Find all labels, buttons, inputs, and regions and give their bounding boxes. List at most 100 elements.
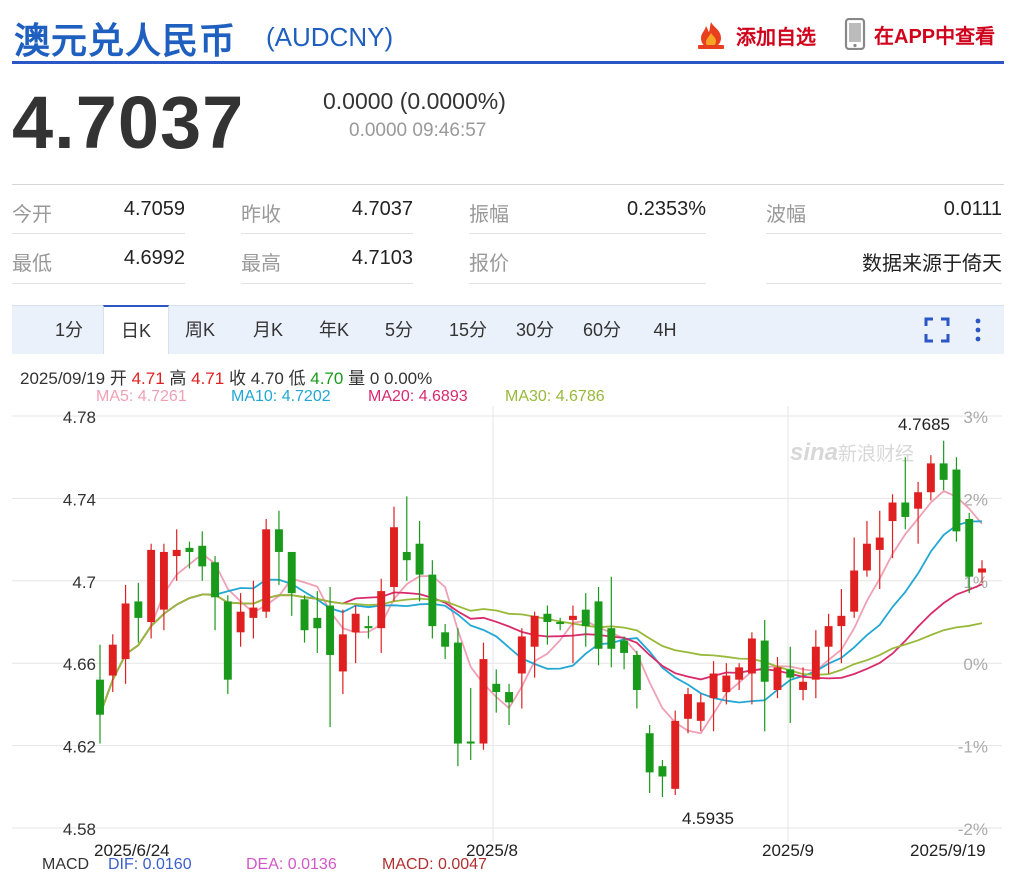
candle-body (862, 543, 871, 571)
stat-label-high: 最高 (241, 253, 281, 275)
stat-value-open: 4.7059 (123, 198, 185, 220)
pct-tick-label: -2% (958, 820, 988, 839)
pct-tick-label: -1% (958, 738, 988, 757)
y-tick-label: 4.7 (72, 573, 96, 592)
ohlc-date: 2025/09/19 (20, 369, 106, 388)
view-in-app-button[interactable]: 在APP中查看 (844, 18, 995, 50)
ma5-line (99, 489, 983, 735)
candle-body (696, 702, 705, 721)
watermark-logo: sina (790, 439, 838, 466)
candle-body (134, 601, 143, 618)
candle-body (364, 626, 373, 629)
candle-body (952, 469, 961, 532)
candle-body (850, 570, 859, 612)
price-change: 0.0000 (0.0000%) (323, 88, 506, 114)
header-divider (12, 61, 1004, 64)
candle-body (875, 537, 884, 550)
stat-label-low: 最低 (12, 253, 52, 275)
tab-5min[interactable]: 5分 (384, 320, 413, 340)
candle-body (402, 551, 411, 561)
candle-body (390, 527, 398, 587)
candle-body (262, 529, 271, 612)
ma30-legend: MA30: 4.6786 (505, 388, 605, 405)
tab-30min[interactable]: 30分 (515, 320, 555, 340)
add-to-watchlist-button[interactable]: 添加自选 (694, 20, 816, 50)
min-price-label: 4.5935 (682, 809, 734, 828)
tab-weekly-k[interactable]: 周K (184, 320, 215, 340)
phone-icon (844, 18, 866, 50)
candlestick-chart[interactable]: 4.784.744.74.664.624.583%2%1%0%-1%-2%sin… (0, 400, 1020, 860)
ohlc-info: 2025/09/19 开 4.71 高 4.71 收 4.70 低 4.70 量… (20, 369, 433, 388)
tab-daily-k[interactable]: 日K (103, 305, 169, 354)
stats-divider (12, 184, 1004, 185)
candle-body (249, 607, 258, 618)
candle-body (607, 628, 616, 649)
candle-body (517, 636, 526, 674)
y-tick-label: 4.62 (63, 738, 96, 757)
candle-body (505, 692, 514, 703)
candle-body (901, 502, 910, 517)
stat-value-amplitude: 0.2353% (627, 198, 706, 220)
candle-body (236, 611, 245, 633)
ma20-line (99, 583, 983, 716)
candle-body (108, 644, 117, 676)
candle-body (914, 492, 923, 509)
candle-body (671, 720, 680, 789)
macd-dif: DIF: 0.0160 (108, 856, 192, 873)
candle-body (581, 609, 590, 627)
symbol-code: (AUDCNY) (266, 22, 394, 52)
candle-body (211, 562, 220, 598)
tab-monthly-k[interactable]: 月K (252, 320, 283, 340)
candle-body (300, 599, 309, 631)
candle-body (147, 549, 156, 622)
candle-body (453, 642, 462, 744)
tab-yearly-k[interactable]: 年K (318, 320, 349, 340)
page-title: 澳元兑人民币 (14, 20, 237, 61)
candle-body (811, 646, 820, 680)
candle-body (760, 640, 769, 682)
tab-4h[interactable]: 4H (653, 320, 677, 340)
more-options-icon[interactable] (972, 317, 984, 343)
y-tick-label: 4.78 (63, 408, 96, 427)
x-tick-label: 2025/9 (762, 841, 814, 860)
candle-body (377, 591, 386, 629)
candle-body (543, 613, 552, 622)
x-tick-label: 2025/8 (466, 841, 518, 860)
candle-body (159, 551, 168, 610)
candle-body (568, 615, 577, 620)
ohlc-close: 4.70 (250, 369, 284, 388)
ohlc-pct: 0.00% (384, 369, 433, 388)
current-price: 4.7037 (12, 81, 245, 164)
y-tick-label: 4.66 (63, 655, 96, 674)
tab-15min[interactable]: 15分 (448, 320, 488, 340)
candle-body (594, 601, 603, 649)
add-to-watchlist-label: 添加自选 (736, 26, 816, 49)
candle-body (223, 601, 232, 680)
candle-body (492, 683, 501, 693)
fullscreen-icon[interactable] (924, 317, 950, 343)
candle-body (888, 502, 897, 522)
candle-body (121, 603, 130, 660)
candle-body (735, 667, 744, 680)
ma10-legend: MA10: 4.7202 (231, 388, 331, 405)
ohlc-open: 4.71 (131, 369, 165, 388)
candle-body (415, 543, 424, 575)
data-source-note: 数据来源于倚天 (862, 253, 1002, 275)
candle-body (338, 634, 347, 672)
candle-body (632, 654, 641, 690)
candle-body (926, 463, 935, 493)
stat-value-prev-close: 4.7037 (351, 198, 413, 220)
stat-value-low: 4.6992 (123, 247, 185, 269)
candle-body (978, 568, 986, 573)
period-tab-bar: 1分 日K 周K 月K 年K 5分 15分 30分 60分 4H (12, 305, 1004, 354)
candle-body (441, 632, 450, 647)
stat-label-open: 今开 (12, 204, 52, 226)
candle-body (326, 605, 335, 655)
flame-icon (698, 22, 724, 49)
stat-label-prev-close: 昨收 (241, 204, 281, 226)
candle-body (824, 626, 833, 647)
tab-1min[interactable]: 1分 (54, 320, 83, 340)
candle-body (185, 547, 194, 552)
tab-60min[interactable]: 60分 (582, 320, 622, 340)
max-price-label: 4.7685 (898, 415, 950, 434)
